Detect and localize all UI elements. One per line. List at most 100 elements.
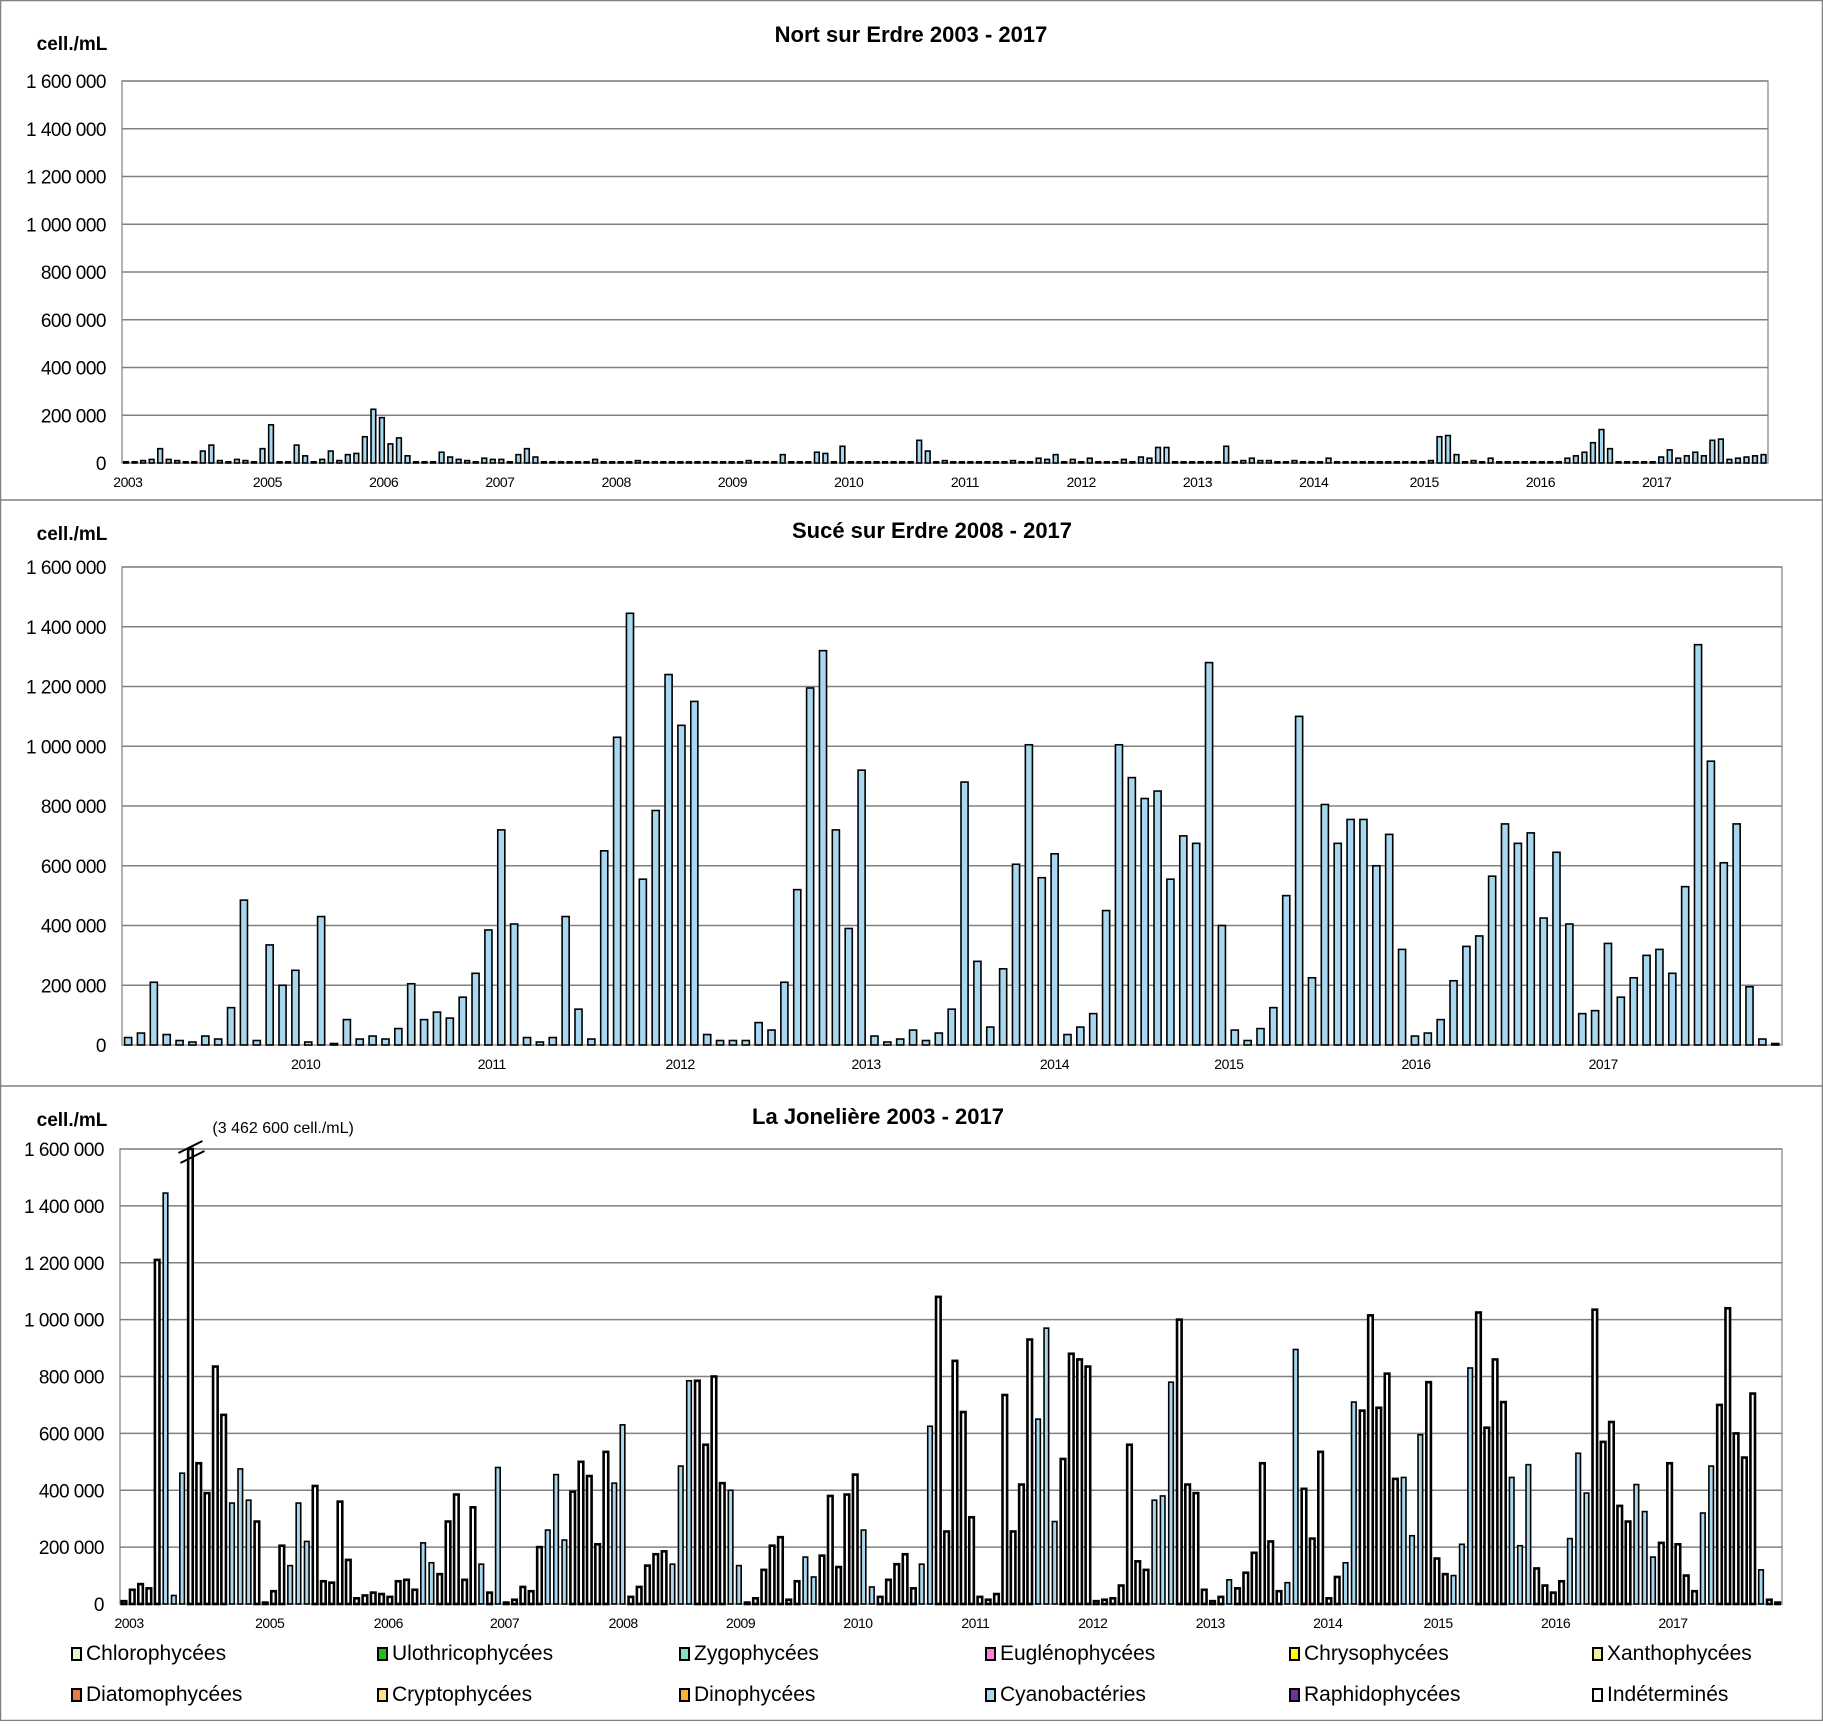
bar-cyanobacteries: [1719, 861, 1729, 1046]
bar-cyanobacteries: [419, 1018, 429, 1046]
bar-cyanobacteries: [1371, 864, 1381, 1046]
x-tick-label: 2006: [374, 1615, 404, 1631]
bar-indetermines: [768, 1544, 776, 1606]
bar-cyanobacteries: [213, 1038, 223, 1046]
x-tick-label: 2014: [1313, 1615, 1343, 1631]
bar-cyanobacteries: [489, 458, 496, 464]
bar-cyanobacteries: [1188, 461, 1196, 464]
bar-cyanobacteries: [1376, 461, 1383, 464]
bar-cyanobacteries: [1666, 449, 1673, 464]
x-tick-label: 2010: [843, 1615, 873, 1631]
bar-cyanobacteries: [157, 447, 164, 464]
legend-swatch: [1592, 1688, 1603, 1702]
bar-cyanobacteries: [619, 1424, 626, 1605]
y-tick-label: 1 400 000: [24, 1197, 104, 1218]
bar-cyanobacteries: [276, 461, 283, 464]
bar-cyanobacteries: [882, 1041, 892, 1046]
bar-cyanobacteries: [796, 461, 803, 464]
chart-title: Sucé sur Erdre 2008 - 2017: [792, 518, 1072, 543]
bar-indetermines: [1607, 1420, 1616, 1606]
bar-indetermines: [1208, 1599, 1217, 1606]
bar-cyanobacteries: [1606, 447, 1614, 464]
bar-cyanobacteries: [719, 461, 727, 464]
legend-swatch: [71, 1647, 82, 1661]
bar-cyanobacteries: [611, 1482, 618, 1605]
bar-cyanobacteries: [660, 461, 667, 464]
bar-indetermines: [743, 1601, 751, 1606]
bar-cyanobacteries: [634, 459, 641, 464]
bar-cyanobacteries: [1521, 461, 1528, 464]
bar-cyanobacteries: [1513, 461, 1520, 464]
bar-cyanobacteries: [1384, 833, 1394, 1046]
bar-indetermines: [1250, 1551, 1258, 1606]
bar-cyanobacteries: [1693, 643, 1703, 1046]
x-tick-label: 2005: [255, 1615, 285, 1631]
bar-cyanobacteries: [1359, 461, 1366, 464]
bar-cyanobacteries: [1385, 461, 1392, 464]
bar-cyanobacteries: [291, 969, 300, 1046]
legend-label: Euglénophycées: [1000, 1642, 1155, 1665]
x-tick-label: 2012: [1078, 1615, 1108, 1631]
y-tick-label: 200 000: [41, 406, 106, 427]
x-tick-label: 2016: [1541, 1615, 1571, 1631]
bar-cyanobacteries: [1640, 461, 1648, 464]
bar-cyanobacteries: [1649, 1556, 1657, 1605]
legend-label: Xanthophycées: [1607, 1642, 1752, 1665]
bar-cyanobacteries: [1444, 434, 1452, 464]
bar-indetermines: [1233, 1587, 1242, 1606]
bar-cyanobacteries: [612, 736, 622, 1046]
bar-cyanobacteries: [735, 1564, 742, 1605]
bar-cyanobacteries: [677, 1465, 684, 1605]
bar-cyanobacteries: [810, 1576, 817, 1605]
bar-cyanobacteries: [471, 972, 480, 1046]
bar-cyanobacteries: [583, 461, 590, 464]
bar-indetermines: [718, 1481, 726, 1606]
bar-cyanobacteries: [689, 700, 699, 1046]
bar-cyanobacteries: [1035, 457, 1042, 464]
y-tick-label: 1 600 000: [26, 558, 106, 579]
bar-indetermines: [253, 1520, 261, 1606]
bar-cyanobacteries: [685, 1379, 693, 1605]
bar-cyanobacteries: [561, 1539, 568, 1605]
bar-cyanobacteries: [745, 459, 752, 464]
bar-indetermines: [660, 1550, 668, 1606]
bar-cyanobacteries: [947, 1008, 957, 1046]
bar-cyanobacteries: [162, 1192, 169, 1605]
bar-indetermines: [319, 1579, 327, 1606]
bar-indetermines: [1076, 1358, 1084, 1606]
bar-cyanobacteries: [1223, 445, 1230, 464]
y-tick-label: 1 200 000: [24, 1254, 104, 1275]
bar-cyanobacteries: [973, 960, 982, 1046]
bar-cyanobacteries: [1700, 455, 1707, 464]
x-tick-label: 2017: [1658, 1615, 1688, 1631]
bar-cyanobacteries: [1151, 1499, 1158, 1605]
bar-cyanobacteries: [1269, 1006, 1278, 1046]
bar-cyanobacteries: [1577, 1012, 1587, 1046]
legend-label: Chrysophycées: [1304, 1642, 1449, 1665]
bar-indetermines: [1192, 1491, 1200, 1606]
bar-cyanobacteries: [992, 461, 1000, 464]
legend-label: Chlorophycées: [86, 1642, 226, 1665]
bar-cyanobacteries: [574, 461, 582, 464]
bar-cyanobacteries: [496, 829, 506, 1046]
bar-cyanobacteries: [736, 461, 744, 464]
chart-title: Nort sur Erdre 2003 - 2017: [775, 22, 1048, 47]
bar-cyanobacteries: [1191, 842, 1201, 1046]
bar-cyanobacteries: [1024, 743, 1034, 1046]
bar-indetermines: [1059, 1457, 1067, 1606]
y-tick-label: 1 000 000: [26, 215, 106, 236]
bar-cyanobacteries: [509, 923, 519, 1046]
bar-cyanobacteries: [958, 461, 965, 464]
y-tick-label: 800 000: [41, 263, 106, 284]
bar-cyanobacteries: [1011, 863, 1021, 1046]
bar-indetermines: [402, 1578, 411, 1606]
bar-cyanobacteries: [378, 416, 386, 464]
bar-cyanobacteries: [728, 461, 735, 464]
legend-swatch: [985, 1647, 996, 1661]
x-tick-label: 2013: [852, 1056, 882, 1072]
bar-cyanobacteries: [1137, 456, 1145, 464]
bar-cyanobacteries: [1393, 461, 1400, 464]
bar-cyanobacteries: [498, 458, 505, 464]
bar-cyanobacteries: [669, 1563, 676, 1605]
bar-cyanobacteries: [481, 457, 488, 464]
